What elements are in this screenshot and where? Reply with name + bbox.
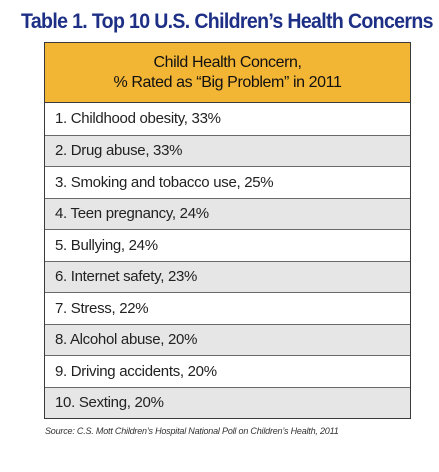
- row-label: 7. Stress, 22%: [55, 299, 149, 317]
- source-note: Source: C.S. Mott Children’s Hospital Na…: [45, 426, 339, 436]
- row-label: 4. Teen pregnancy, 24%: [55, 205, 209, 223]
- table-body: 1. Childhood obesity, 33% 2. Drug abuse, …: [45, 103, 410, 418]
- table-row: 10. Sexting, 20%: [45, 386, 410, 418]
- header-line-1: Child Health Concern,: [153, 53, 302, 71]
- table-row: 1. Childhood obesity, 33%: [45, 103, 410, 135]
- table-row: 6. Internet safety, 23%: [45, 260, 410, 292]
- table-row: 7. Stress, 22%: [45, 292, 410, 324]
- table-row: 2. Drug abuse, 33%: [45, 134, 410, 166]
- row-label: 9. Driving accidents, 20%: [55, 362, 217, 380]
- table-row: 9. Driving accidents, 20%: [45, 355, 410, 387]
- row-label: 3. Smoking and tobacco use, 25%: [55, 173, 274, 191]
- row-label: 2. Drug abuse, 33%: [55, 142, 183, 160]
- table-row: 3. Smoking and tobacco use, 25%: [45, 166, 410, 198]
- table-header: Child Health Concern, % Rated as “Big Pr…: [45, 43, 410, 103]
- table-row: 8. Alcohol abuse, 20%: [45, 323, 410, 355]
- table-row: 4. Teen pregnancy, 24%: [45, 197, 410, 229]
- table-row: 5. Bullying, 24%: [45, 229, 410, 261]
- table-title: Table 1. Top 10 U.S. Children’s Health C…: [21, 10, 433, 33]
- row-label: 10. Sexting, 20%: [55, 394, 164, 412]
- health-concerns-table: Child Health Concern, % Rated as “Big Pr…: [44, 42, 411, 419]
- row-label: 5. Bullying, 24%: [55, 236, 158, 254]
- row-label: 1. Childhood obesity, 33%: [55, 110, 221, 128]
- header-line-2: % Rated as “Big Problem” in 2011: [113, 73, 342, 91]
- row-label: 8. Alcohol abuse, 20%: [55, 331, 198, 349]
- row-label: 6. Internet safety, 23%: [55, 268, 198, 286]
